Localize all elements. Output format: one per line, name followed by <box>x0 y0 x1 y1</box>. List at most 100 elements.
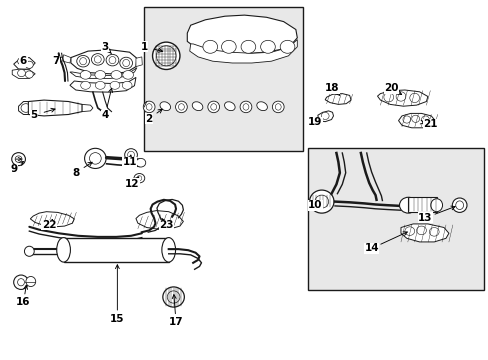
Ellipse shape <box>256 102 267 111</box>
Text: 5: 5 <box>31 110 38 120</box>
Ellipse shape <box>110 81 120 89</box>
Polygon shape <box>14 58 35 69</box>
Ellipse shape <box>89 153 101 164</box>
Polygon shape <box>12 69 35 78</box>
Ellipse shape <box>430 199 442 212</box>
Bar <box>407 197 436 212</box>
Polygon shape <box>19 102 33 114</box>
Text: 7: 7 <box>52 56 60 66</box>
Ellipse shape <box>122 71 133 79</box>
Ellipse shape <box>81 81 90 89</box>
Ellipse shape <box>404 227 414 235</box>
Ellipse shape <box>12 153 25 166</box>
Ellipse shape <box>309 190 333 213</box>
Ellipse shape <box>383 93 393 102</box>
Text: 22: 22 <box>41 220 56 230</box>
Ellipse shape <box>24 246 34 256</box>
Text: 12: 12 <box>124 179 139 189</box>
Bar <box>144 7 303 151</box>
Ellipse shape <box>95 71 105 79</box>
Text: 15: 15 <box>110 314 124 324</box>
Polygon shape <box>70 77 136 92</box>
Ellipse shape <box>136 158 145 167</box>
Ellipse shape <box>210 104 216 110</box>
Ellipse shape <box>175 101 187 113</box>
Bar <box>63 238 168 262</box>
Ellipse shape <box>122 81 132 89</box>
Ellipse shape <box>14 275 28 289</box>
Ellipse shape <box>156 46 176 66</box>
Ellipse shape <box>224 102 235 111</box>
Text: 1: 1 <box>141 42 147 52</box>
Ellipse shape <box>94 56 101 63</box>
Polygon shape <box>82 104 93 112</box>
Ellipse shape <box>428 228 438 236</box>
Ellipse shape <box>122 59 129 67</box>
Text: 14: 14 <box>364 243 378 253</box>
Ellipse shape <box>124 149 137 161</box>
Ellipse shape <box>314 195 328 208</box>
Polygon shape <box>317 111 333 122</box>
Ellipse shape <box>146 104 152 110</box>
Ellipse shape <box>109 57 116 64</box>
Polygon shape <box>398 113 434 128</box>
Ellipse shape <box>143 101 155 113</box>
Ellipse shape <box>152 42 180 69</box>
Ellipse shape <box>25 71 33 78</box>
Text: 18: 18 <box>325 83 339 93</box>
Polygon shape <box>400 224 448 242</box>
Text: 16: 16 <box>16 297 31 307</box>
Ellipse shape <box>106 54 119 66</box>
Ellipse shape <box>57 238 70 262</box>
Polygon shape <box>62 55 71 63</box>
Ellipse shape <box>455 201 463 210</box>
Ellipse shape <box>207 101 219 113</box>
Ellipse shape <box>178 104 184 110</box>
Ellipse shape <box>167 291 180 303</box>
Ellipse shape <box>18 279 24 286</box>
Polygon shape <box>28 100 82 116</box>
Text: 6: 6 <box>20 56 27 66</box>
Ellipse shape <box>18 58 25 65</box>
Ellipse shape <box>160 102 170 111</box>
Ellipse shape <box>203 40 217 53</box>
Ellipse shape <box>243 104 248 110</box>
Text: 11: 11 <box>122 157 137 167</box>
Ellipse shape <box>260 40 275 53</box>
Ellipse shape <box>275 104 281 110</box>
Ellipse shape <box>21 104 31 112</box>
Text: 9: 9 <box>10 164 17 174</box>
Ellipse shape <box>162 238 175 262</box>
Ellipse shape <box>399 197 416 213</box>
Ellipse shape <box>416 226 426 235</box>
Text: 17: 17 <box>168 317 183 327</box>
Text: 2: 2 <box>145 114 152 124</box>
Ellipse shape <box>25 61 33 68</box>
Ellipse shape <box>192 102 203 111</box>
Ellipse shape <box>120 57 132 69</box>
Polygon shape <box>71 50 137 74</box>
Text: 13: 13 <box>417 213 432 223</box>
Ellipse shape <box>221 40 236 53</box>
Ellipse shape <box>15 156 22 162</box>
Ellipse shape <box>402 116 410 123</box>
Polygon shape <box>189 40 297 63</box>
Ellipse shape <box>321 112 328 120</box>
Ellipse shape <box>421 116 428 123</box>
Bar <box>307 148 483 290</box>
Ellipse shape <box>77 55 89 67</box>
Text: 8: 8 <box>72 168 79 178</box>
Text: 19: 19 <box>307 117 322 127</box>
Text: 21: 21 <box>422 119 437 129</box>
Ellipse shape <box>272 101 284 113</box>
Polygon shape <box>325 94 350 104</box>
Ellipse shape <box>111 71 122 79</box>
Ellipse shape <box>451 198 466 212</box>
Polygon shape <box>136 57 142 67</box>
Ellipse shape <box>84 148 106 168</box>
Text: 23: 23 <box>159 220 173 230</box>
Ellipse shape <box>409 93 419 103</box>
Ellipse shape <box>280 40 294 53</box>
Ellipse shape <box>18 69 25 77</box>
Ellipse shape <box>240 101 251 113</box>
